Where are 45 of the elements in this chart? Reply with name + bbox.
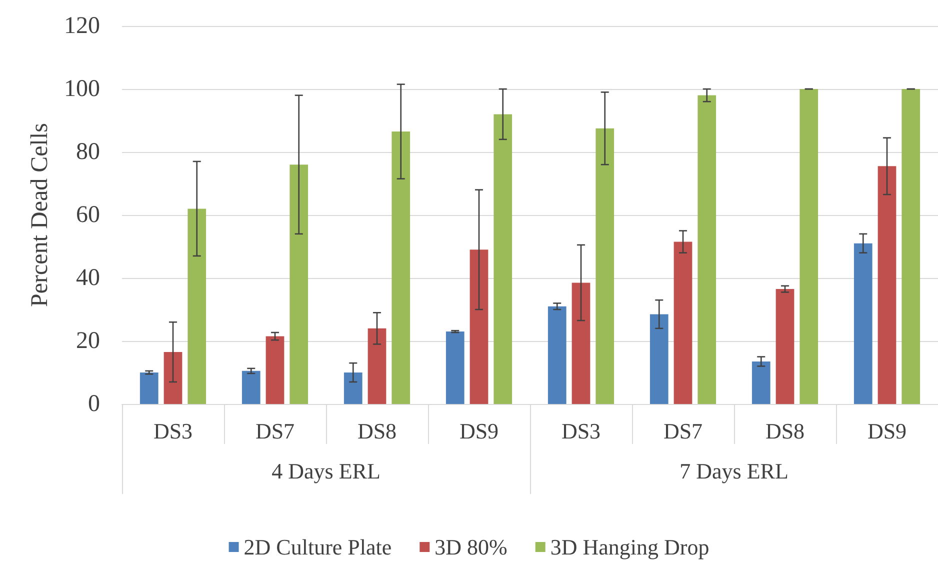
x-tick-label: DS3 <box>153 418 193 444</box>
y-tick-label: 60 <box>76 202 100 228</box>
y-tick-label: 0 <box>88 391 100 417</box>
bar <box>596 128 614 404</box>
text: 7 Days ERL <box>680 458 788 484</box>
legend-label: 2D Culture Plate <box>244 534 392 560</box>
bar <box>674 242 692 404</box>
bar <box>902 89 920 404</box>
x-tick-label: DS7 <box>663 418 703 444</box>
x-tick-label: DS9 <box>867 418 907 444</box>
x-tick-label: DS9 <box>459 418 499 444</box>
y-tick-label: 40 <box>76 265 100 291</box>
bar <box>752 361 770 404</box>
x-tick-label: DS3 <box>561 418 601 444</box>
bar <box>548 306 566 404</box>
x-tick-label: DS8 <box>357 418 397 444</box>
legend-label: 3D Hanging Drop <box>550 534 710 560</box>
bar <box>368 328 386 404</box>
y-axis-title: Percent Dead Cells <box>27 123 53 307</box>
bar <box>698 95 716 404</box>
y-tick-label: 20 <box>76 328 100 354</box>
bar <box>266 336 284 404</box>
bar <box>572 282 590 404</box>
x-tick-label: DS8 <box>765 418 805 444</box>
bar <box>446 332 464 404</box>
bar <box>392 132 410 404</box>
bar <box>470 250 488 404</box>
bar <box>494 114 512 404</box>
legend-label: 3D 80% <box>434 534 508 560</box>
y-tick-label: 80 <box>76 139 100 165</box>
x-tick-label: DS7 <box>255 418 295 444</box>
bar <box>242 370 260 404</box>
bar <box>140 372 158 404</box>
y-tick-label: 120 <box>64 13 100 39</box>
y-tick-label: 100 <box>64 76 100 102</box>
bar <box>650 314 668 404</box>
bar <box>776 289 794 404</box>
text: 4 Days ERL <box>272 458 380 484</box>
bar <box>164 352 182 404</box>
bar <box>878 166 896 404</box>
bar <box>188 208 206 404</box>
bar <box>800 89 818 404</box>
bar <box>854 243 872 404</box>
bar <box>290 164 308 404</box>
bar <box>344 372 362 404</box>
